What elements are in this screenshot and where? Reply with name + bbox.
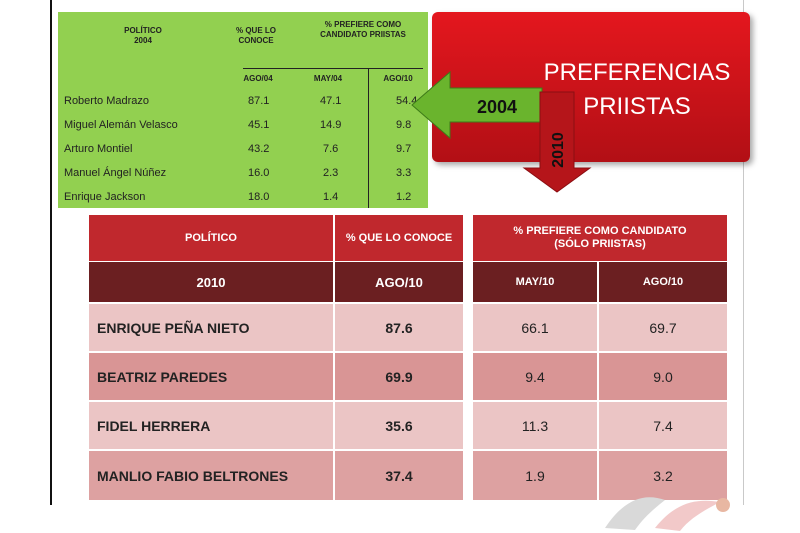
table-row: Enrique Jackson 18.0 1.4 1.2: [58, 187, 428, 209]
subheader-may04: MAY/04: [313, 74, 343, 83]
row-conoce: 35.6: [335, 402, 463, 449]
row-may: 47.1: [320, 95, 342, 107]
down-arrow-icon: 2010: [522, 91, 592, 193]
table-row: Roberto Madrazo 87.1 47.1 54.4: [58, 91, 428, 113]
column-divider: [368, 68, 369, 208]
arrow-label-2010: 2010: [550, 132, 567, 168]
header-prefiere-2004: % PREFIERE COMO CANDIDATO PRIISTAS: [320, 20, 406, 39]
row-conoce: 18.0: [248, 191, 270, 203]
row-name: Manuel Ángel Núñez: [64, 167, 167, 179]
row-conoce: 43.2: [248, 143, 270, 155]
row-conoce: 87.6: [335, 304, 463, 351]
row-may: 1.9: [473, 451, 597, 500]
row-ago: 1.2: [396, 191, 412, 203]
row-name: Roberto Madrazo: [64, 95, 149, 107]
row-may: 14.9: [320, 119, 342, 131]
arrow-label-2004: 2004: [477, 97, 517, 117]
subheader-conoce: AGO/10: [335, 262, 463, 302]
table-row: Manuel Ángel Núñez 16.0 2.3 3.3: [58, 163, 428, 185]
slide-right-rule: [743, 0, 744, 505]
row-may: 66.1: [473, 304, 597, 351]
header-year: 2010: [89, 262, 333, 302]
header-conoce-2004: % QUE LO CONOCE: [235, 26, 276, 45]
subheader-may10: MAY/10: [473, 262, 597, 302]
row-ago: 9.0: [599, 353, 727, 400]
title-box: PREFERENCIAS PRIISTAS: [432, 12, 750, 162]
row-conoce: 37.4: [335, 451, 463, 500]
slide-left-rule: [50, 0, 52, 505]
subheader-ago10-2004: AGO/10: [383, 74, 413, 83]
title-line-2: PRIISTAS: [583, 93, 691, 120]
row-ago: 9.7: [396, 143, 412, 155]
row-name: ENRIQUE PEÑA NIETO: [89, 304, 333, 351]
header-conoce: % QUE LO CONOCE: [335, 215, 463, 261]
table-row: Arturo Montiel 43.2 7.6 9.7: [58, 139, 428, 161]
row-may: 9.4: [473, 353, 597, 400]
header-divider: [243, 68, 423, 69]
row-ago: 3.2: [599, 451, 727, 500]
title-line-1: PREFERENCIAS: [543, 59, 731, 86]
subheader-ago10: AGO/10: [599, 262, 727, 302]
header-politico: POLÍTICO: [89, 215, 333, 261]
table-row: Miguel Alemán Velasco 45.1 14.9 9.8: [58, 115, 428, 137]
left-arrow-icon: 2004: [411, 70, 543, 140]
subheader-ago04: AGO/04: [243, 74, 273, 83]
row-may: 7.6: [323, 143, 339, 155]
header-prefiere: % PREFIERE COMO CANDIDATO (SÓLO PRIISTAS…: [473, 215, 727, 261]
header-politico-2004: POLÍTICO 2004: [124, 26, 162, 45]
row-name: BEATRIZ PAREDES: [89, 353, 333, 400]
row-name: MANLIO FABIO BELTRONES: [89, 451, 333, 500]
row-may: 2.3: [323, 167, 339, 179]
row-name: Enrique Jackson: [64, 191, 146, 203]
table-2004: POLÍTICO 2004 % QUE LO CONOCE % PREFIERE…: [58, 12, 428, 208]
row-ago: 3.3: [396, 167, 412, 179]
row-ago: 7.4: [599, 402, 727, 449]
row-conoce: 87.1: [248, 95, 270, 107]
row-ago: 9.8: [396, 119, 412, 131]
row-conoce: 69.9: [335, 353, 463, 400]
row-conoce: 16.0: [248, 167, 270, 179]
row-may: 1.4: [323, 191, 339, 203]
row-may: 11.3: [473, 402, 597, 449]
row-name: Arturo Montiel: [64, 143, 133, 155]
row-conoce: 45.1: [248, 119, 270, 131]
row-ago: 54.4: [396, 95, 418, 107]
row-ago: 69.7: [599, 304, 727, 351]
row-name: FIDEL HERRERA: [89, 402, 333, 449]
row-name: Miguel Alemán Velasco: [64, 119, 178, 131]
logo-watermark-icon: [605, 497, 730, 531]
